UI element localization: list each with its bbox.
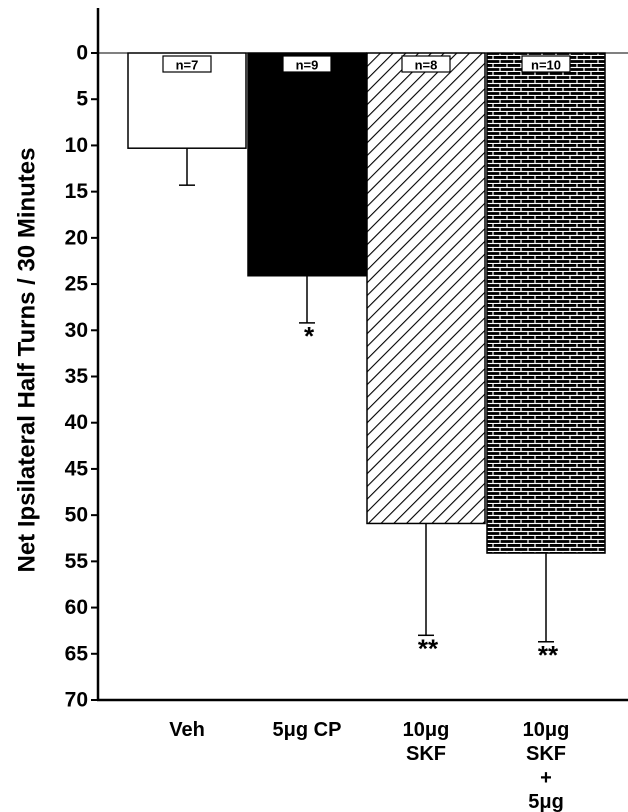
significance-marker: **	[418, 633, 439, 663]
n-label: n=8	[415, 58, 438, 73]
x-tick-label: SKF	[406, 743, 446, 765]
significance-marker: *	[304, 321, 315, 351]
n-label-box	[282, 55, 332, 73]
x-tick-label: 5μg	[528, 791, 564, 812]
x-tick-label: 10μg	[523, 719, 570, 741]
n-label: n=7	[176, 58, 199, 73]
x-tick-label: SKF	[526, 743, 566, 765]
x-tick-label: Veh	[169, 719, 205, 741]
n-label-box	[162, 55, 212, 73]
y-ticks: 0 5 10 15 20 25 30 35 40 45 50 55 60 65 70	[65, 42, 98, 712]
y-tick-label: 40	[65, 411, 88, 434]
y-tick-label: 30	[65, 319, 88, 342]
n-label: n=10	[531, 58, 561, 73]
y-tick-label: 65	[65, 642, 89, 665]
y-tick-label: 15	[65, 180, 89, 203]
y-tick-label: 0	[76, 42, 88, 65]
y-tick-label: 60	[65, 596, 88, 619]
error-bars	[179, 148, 554, 643]
bar	[366, 52, 486, 525]
x-tick-label: 5μg CP	[273, 719, 342, 741]
n-label-box	[521, 55, 571, 73]
y-axis-label: Net Ipsilateral Half Turns / 30 Minutes	[13, 148, 40, 573]
y-tick-label: 20	[65, 226, 88, 249]
n-label-box	[401, 55, 451, 73]
y-tick-label: 35	[65, 365, 89, 388]
bar	[247, 52, 367, 277]
y-tick-label: 70	[65, 689, 88, 712]
y-tick-label: 55	[65, 550, 89, 573]
annotations: n=7 n=9 * n=8 ** n=10 **	[162, 55, 571, 670]
bars	[127, 52, 606, 554]
n-label: n=9	[296, 58, 319, 73]
y-tick-label: 25	[65, 273, 89, 296]
significance-marker: **	[538, 640, 559, 670]
y-tick-label: 50	[65, 504, 88, 527]
x-tick-label: +	[540, 767, 552, 789]
bar	[486, 52, 606, 554]
y-tick-label: 5	[76, 88, 88, 111]
y-tick-label: 10	[65, 134, 88, 157]
x-tick-label: 10μg	[403, 719, 450, 741]
y-tick-label: 45	[65, 457, 89, 480]
